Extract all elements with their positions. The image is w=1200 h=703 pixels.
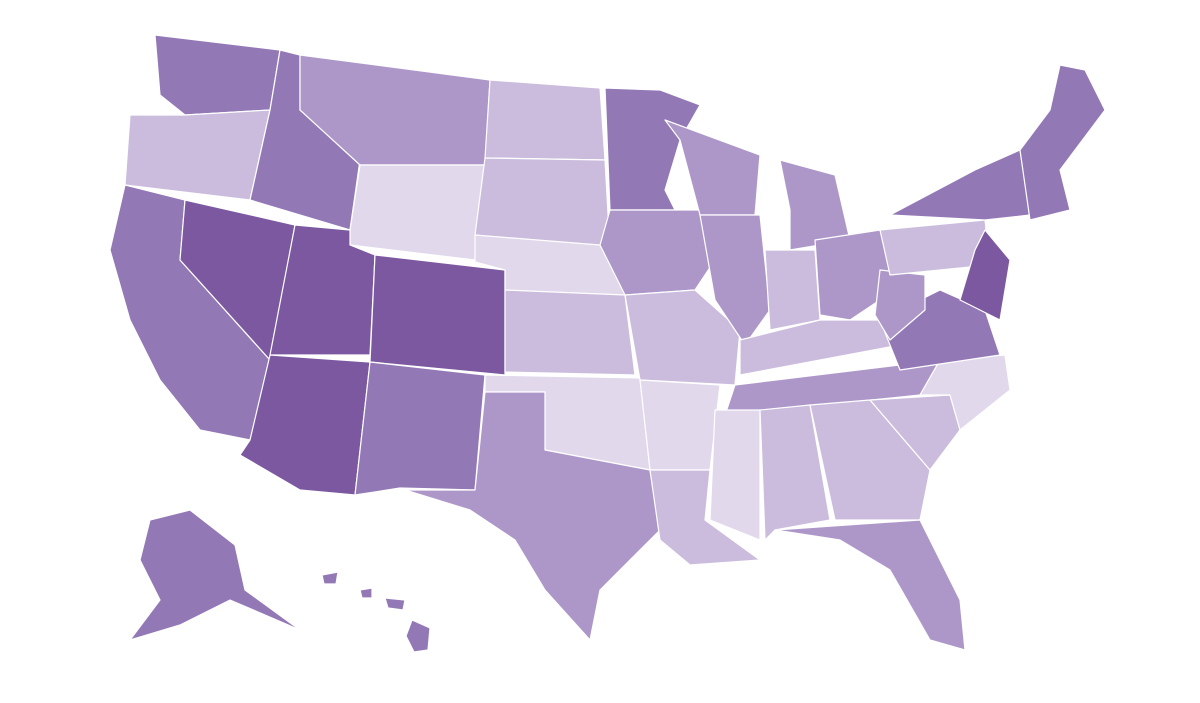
region: [154, 34, 281, 116]
region: [874, 269, 926, 341]
region: [354, 361, 486, 496]
region: [709, 409, 761, 541]
alaska-hawaii: [129, 509, 431, 653]
region: [764, 249, 821, 331]
region: [359, 587, 373, 599]
region: [739, 319, 901, 376]
region: [649, 469, 761, 566]
region: [624, 289, 741, 386]
region: [699, 214, 771, 346]
region: [321, 571, 339, 585]
region: [129, 509, 301, 641]
region: [369, 254, 506, 376]
region: [774, 519, 966, 651]
region: [889, 149, 1031, 221]
region: [814, 229, 896, 321]
region: [959, 229, 1011, 321]
region: [639, 379, 721, 471]
region: [809, 399, 931, 521]
region: [484, 79, 606, 161]
region: [124, 109, 271, 201]
region: [504, 289, 636, 376]
region: [404, 391, 661, 641]
region: [664, 119, 761, 216]
region: [1019, 64, 1106, 221]
region: [384, 597, 406, 611]
region: [349, 164, 486, 261]
contiguous-states: [109, 34, 1106, 651]
region: [759, 404, 831, 541]
region: [405, 619, 431, 653]
